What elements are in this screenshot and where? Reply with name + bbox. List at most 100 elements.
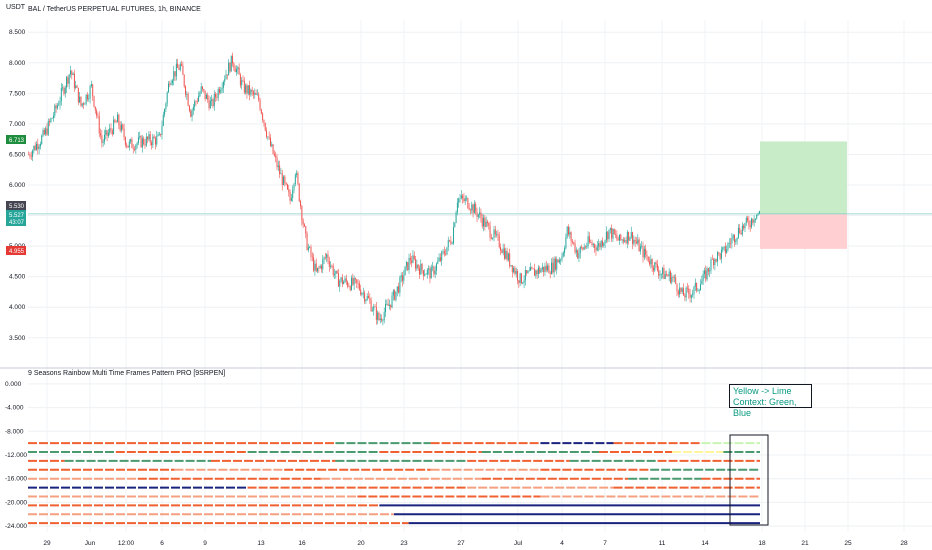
candle-body [706,268,708,280]
price-tick-label: 4.000 [9,304,26,311]
candle-body [310,246,312,257]
candle-body [63,87,65,94]
candle-body [280,173,282,175]
candle-body [425,274,427,275]
candle-body [527,270,529,274]
stop-loss-zone[interactable] [760,213,847,249]
candle-body [147,136,149,140]
candle-body [260,109,262,114]
candle-body [149,134,151,143]
price-tick-label: 6.000 [9,182,26,189]
candle-body [426,269,428,275]
candle-body [164,109,166,115]
candle-body [540,269,542,273]
time-axis-labels: 29 Jun 12:00 6 9 13 16 20 23 27 Jul 4 7 11 14 18 21 25 28 [43,540,908,547]
candle-body [160,133,162,135]
candle-body [32,150,34,157]
candle-body [30,156,32,157]
candle-body [103,134,105,142]
candle-body [341,277,343,285]
candle-body [71,70,73,75]
candle-body [548,265,550,274]
candle-body [60,88,62,101]
candle-body [302,220,304,225]
candle-body [726,249,728,253]
candle-body [101,135,103,143]
candle-body [697,290,699,291]
candle-body [315,263,317,272]
candle-body [311,256,313,258]
candle-body [145,136,147,146]
candle-body [620,234,622,240]
time-tick-label: 11 [659,540,666,547]
candle-body [174,71,176,77]
candle-body [215,93,217,98]
candle-body [741,225,743,235]
candle-body [162,114,164,126]
candle-body [689,293,691,298]
candle-body [119,125,121,131]
candle-body [49,121,51,122]
current-price-text: 5.530 [9,204,25,210]
candle-body [688,288,690,294]
candle-body [371,310,373,312]
candle-body [633,239,635,244]
candle-body [267,136,269,138]
candle-body [326,254,328,258]
candle-body [58,104,60,106]
candle-body [468,207,470,210]
candle-body [641,245,643,247]
candle-body [705,270,707,280]
candle-body [664,274,666,279]
candle-body [29,154,31,157]
candle-body [381,318,383,321]
candle-body [586,245,588,248]
candle-body [115,122,117,123]
candle-body [553,258,555,273]
candle-body [55,105,57,109]
candle-body [471,204,473,211]
candle-body [314,263,316,271]
candle-body [751,218,753,228]
candle-body [401,275,403,281]
candle-body [479,212,481,215]
candle-body [173,71,175,81]
candle-body [732,235,734,239]
candle-body [365,299,367,302]
candle-body [584,246,586,248]
candle-body [407,262,409,271]
candle-body [186,94,188,95]
candle-body [221,87,223,90]
candle-body [320,265,322,270]
annotation-box: Yellow -> Lime Context: Green, Blue [729,384,812,418]
candle-body [447,240,449,248]
candle-body [500,247,502,251]
candle-body [383,312,385,321]
candle-body [666,274,668,276]
candle-body [313,257,315,271]
candle-body [237,67,239,70]
candle-body [271,144,273,147]
candle-body [577,250,579,259]
indicator-tick-label: -16.000 [5,476,27,483]
candle-body [41,135,43,144]
candle-body [137,137,139,143]
candle-body [617,238,619,241]
candle-body [420,263,422,275]
candle-body [286,184,288,190]
candle-body [549,273,551,275]
annotation-line-1: Yellow -> Lime [733,386,792,396]
candle-body [703,270,705,274]
candle-body [599,243,601,248]
candle-body [526,270,528,274]
price-tick-label: 3.500 [9,335,26,342]
take-profit-zone[interactable] [760,141,847,214]
time-tick-label: 9 [203,540,207,547]
candle-body [144,144,146,146]
candle-body [449,240,451,241]
candle-body [156,136,158,145]
candle-body [451,243,453,245]
current-price-tag [6,201,26,210]
candle-body [536,270,538,275]
